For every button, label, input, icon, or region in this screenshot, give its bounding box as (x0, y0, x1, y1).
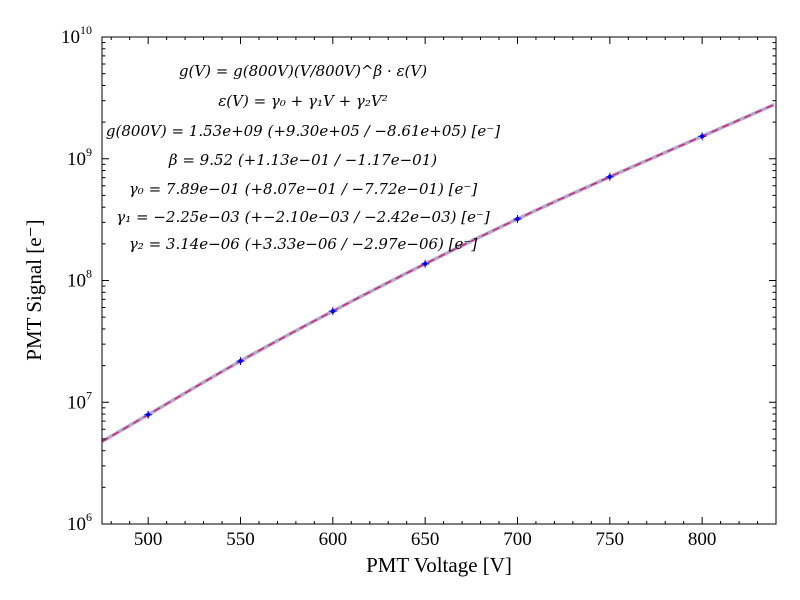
plot-area (102, 37, 776, 524)
y-tick-label: 1010 (61, 23, 92, 48)
data-point (699, 134, 705, 139)
x-tick-label: 500 (134, 529, 163, 550)
y-axis-label: PMT Signal [e⁻] (22, 219, 46, 360)
annotation-line: γ₂ = 3.14e−06 (+3.33e−06 / −2.97e−06) [e… (129, 235, 477, 253)
data-point (238, 358, 243, 364)
x-axis-label: PMT Voltage [V] (366, 553, 512, 577)
annotation-line: β = 9.52 (+1.13e−01 / −1.17e−01) (168, 151, 437, 169)
data-points-layer (144, 132, 707, 419)
x-tick-label: 550 (226, 529, 255, 550)
fit-parameters-annotation: g(V) = g(800V)(V/800V)^β · ε(V) ε(V) = γ… (106, 62, 500, 253)
annotation-line: ε(V) = γ₀ + γ₁V + γ₂V² (218, 92, 388, 110)
x-tick-label: 650 (411, 529, 440, 550)
data-point (422, 261, 428, 267)
data-point (607, 174, 613, 180)
y-tick-label: 106 (67, 510, 92, 535)
y-tick-exponent: 6 (86, 510, 92, 524)
data-point (515, 216, 520, 222)
y-tick-exponent: 7 (86, 388, 92, 402)
y-tick-exponent: 8 (86, 267, 92, 281)
annotation-line: γ₀ = 7.89e−01 (+8.07e−01 / −7.72e−01) [e… (129, 180, 477, 198)
x-tick-label: 750 (596, 529, 625, 550)
y-tick-exponent: 10 (80, 23, 92, 37)
annotation-line: g(800V) = 1.53e+09 (+9.30e+05 / −8.61e+0… (106, 122, 500, 140)
y-tick-exponent: 9 (86, 145, 92, 159)
annotation-line: g(V) = g(800V)(V/800V)^β · ε(V) (179, 62, 427, 80)
fit-curve-dashed (101, 103, 775, 443)
data-point (145, 412, 151, 417)
annotation-line: γ₁ = −2.25e−03 (+−2.10e−03 / −2.42e−03) … (116, 208, 490, 226)
x-tick-label: 700 (503, 529, 532, 550)
y-tick-label: 107 (67, 388, 92, 413)
data-point (330, 308, 336, 314)
x-tick-label: 800 (688, 529, 717, 550)
x-tick-label: 600 (319, 529, 348, 550)
plot-frame (101, 36, 777, 525)
y-tick-label: 109 (67, 145, 92, 170)
y-tick-label: 108 (67, 267, 92, 292)
fit-curve-layer (101, 102, 775, 444)
